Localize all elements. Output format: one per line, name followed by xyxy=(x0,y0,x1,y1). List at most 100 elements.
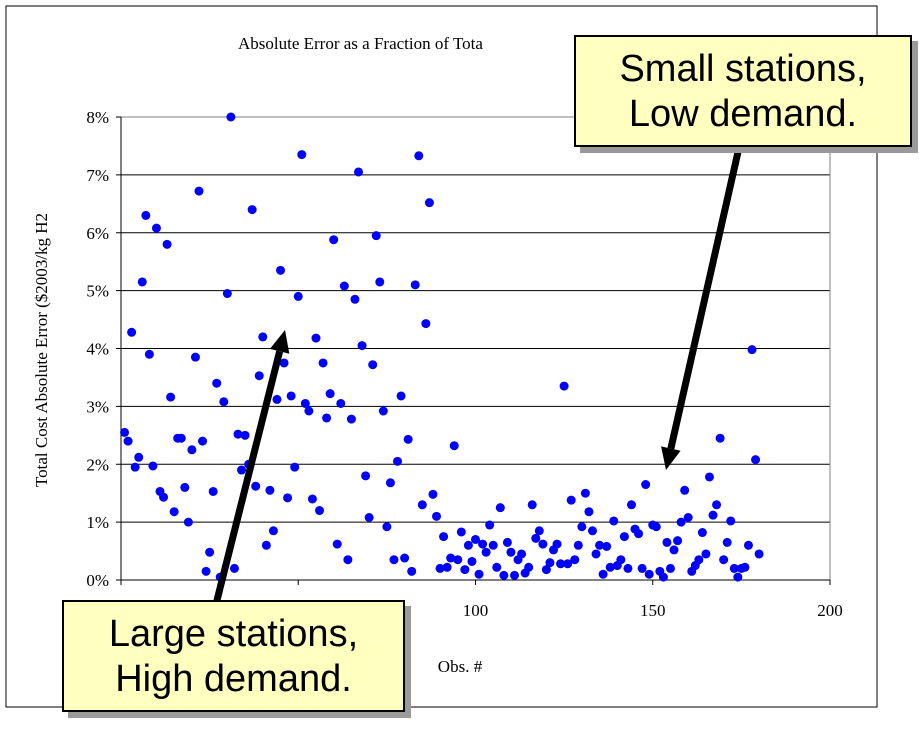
y-tick-label: 3% xyxy=(86,397,109,416)
data-point xyxy=(361,471,371,481)
data-point xyxy=(396,391,406,401)
data-point xyxy=(268,526,278,536)
data-point xyxy=(421,319,431,329)
data-point xyxy=(162,239,172,249)
data-point xyxy=(286,391,296,401)
data-point xyxy=(385,478,395,488)
data-point xyxy=(474,569,484,579)
data-point xyxy=(570,555,580,565)
data-point xyxy=(747,345,757,355)
chart-title: Absolute Error as a Fraction of Tota xyxy=(238,34,483,53)
data-point xyxy=(279,358,289,368)
data-point xyxy=(389,555,399,565)
data-point xyxy=(488,540,498,550)
data-point xyxy=(297,150,307,160)
data-point xyxy=(609,516,619,526)
data-point xyxy=(201,566,211,576)
data-point xyxy=(651,522,661,532)
data-point xyxy=(517,549,527,559)
data-point xyxy=(198,436,208,446)
data-point xyxy=(733,572,743,582)
x-axis-label: Obs. # xyxy=(438,657,483,676)
x-tick-label: 200 xyxy=(817,601,843,620)
data-point xyxy=(626,500,636,510)
data-point xyxy=(644,569,654,579)
callout-large-stations: Large stations, High demand. xyxy=(62,600,405,712)
data-point xyxy=(683,512,693,522)
data-point xyxy=(222,289,232,299)
data-point xyxy=(676,517,686,527)
data-point xyxy=(141,210,151,220)
data-point xyxy=(623,563,633,573)
data-point xyxy=(127,327,137,337)
data-point xyxy=(573,540,583,550)
data-point xyxy=(751,455,761,465)
data-point xyxy=(432,511,442,521)
data-points xyxy=(120,112,764,582)
data-point xyxy=(697,528,707,538)
callout-large-line2: High demand. xyxy=(115,658,352,700)
data-point xyxy=(662,537,672,547)
data-point xyxy=(495,503,505,513)
data-point xyxy=(283,493,293,503)
data-point xyxy=(336,398,346,408)
data-point xyxy=(233,429,243,439)
data-point xyxy=(322,413,332,423)
data-point xyxy=(665,563,675,573)
data-point xyxy=(417,500,427,510)
data-point xyxy=(130,462,140,472)
data-point xyxy=(332,539,342,549)
data-point xyxy=(120,427,130,437)
data-point xyxy=(527,500,537,510)
data-point xyxy=(194,186,204,196)
data-point xyxy=(680,485,690,495)
data-point xyxy=(311,333,321,343)
data-point xyxy=(290,462,300,472)
data-point xyxy=(754,549,764,559)
data-point xyxy=(598,569,608,579)
data-point xyxy=(148,461,158,471)
data-point xyxy=(584,507,594,517)
data-point xyxy=(485,520,495,530)
data-point xyxy=(435,563,445,573)
data-point xyxy=(424,198,434,208)
data-point xyxy=(641,480,651,490)
data-point xyxy=(566,495,576,505)
data-point xyxy=(722,537,732,547)
callout-small-stations: Small stations, Low demand. xyxy=(574,35,912,147)
data-point xyxy=(719,555,729,565)
y-tick-label: 8% xyxy=(86,108,109,127)
x-tick-label: 150 xyxy=(640,601,666,620)
data-point xyxy=(556,559,566,569)
data-point xyxy=(357,341,367,351)
data-point xyxy=(740,562,750,572)
data-point xyxy=(240,430,250,440)
data-point xyxy=(456,527,466,537)
data-point xyxy=(694,555,704,565)
data-point xyxy=(329,235,339,245)
data-point xyxy=(726,516,736,526)
data-point xyxy=(439,532,449,542)
y-tick-label: 0% xyxy=(86,571,109,590)
data-point xyxy=(673,536,683,546)
data-point xyxy=(538,539,548,549)
callout-arrows xyxy=(203,151,742,641)
data-point xyxy=(371,231,381,241)
data-point xyxy=(261,540,271,550)
data-point xyxy=(272,394,282,404)
data-point xyxy=(712,500,722,510)
data-point xyxy=(410,280,420,290)
data-point xyxy=(350,294,360,304)
data-point xyxy=(669,545,679,555)
data-point xyxy=(743,540,753,550)
data-point xyxy=(467,556,477,566)
data-point xyxy=(446,553,456,563)
data-point xyxy=(637,563,647,573)
data-point xyxy=(212,378,222,388)
data-point xyxy=(318,358,328,368)
data-point xyxy=(591,549,601,559)
y-tick-label: 5% xyxy=(86,282,109,301)
data-point xyxy=(258,332,268,342)
data-point xyxy=(541,565,551,575)
data-point xyxy=(701,549,711,559)
